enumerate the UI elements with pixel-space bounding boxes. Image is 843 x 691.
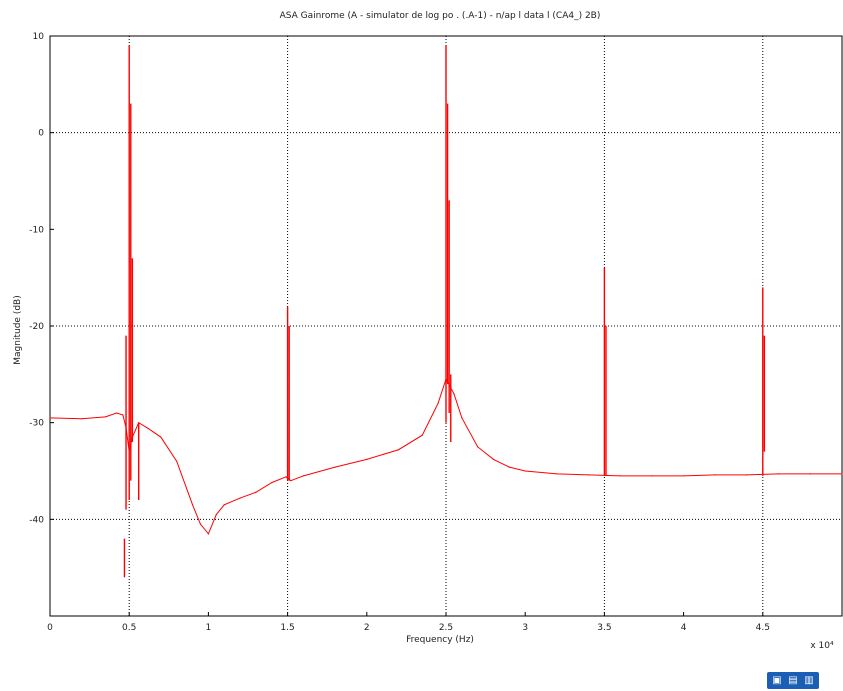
x-tick-label: 4 (681, 623, 687, 633)
series-point (176, 460, 178, 462)
spike-layer (123, 45, 766, 578)
series-point (199, 523, 202, 525)
series-point (207, 533, 209, 535)
series-layer (49, 377, 843, 535)
series-point (714, 474, 716, 476)
series-point (397, 449, 400, 451)
series-point (461, 417, 463, 419)
series-point (285, 476, 287, 478)
x-axis-title: Frequency (Hz) (406, 635, 474, 645)
zoom-icon[interactable]: ▣ (772, 675, 782, 686)
series-point (81, 418, 83, 420)
x-tick-label: 1.5 (280, 623, 294, 633)
series-point (122, 414, 124, 416)
series-point (746, 474, 748, 476)
y-axis: -40 -30 -20 -10 0 10 (29, 32, 54, 617)
chart-title: ASA Gainrome (A - simulator de log po . … (280, 11, 601, 21)
series-point (556, 473, 558, 475)
series-point (651, 475, 653, 477)
series-point (147, 427, 149, 430)
series-point (191, 504, 194, 506)
series-point (778, 473, 780, 475)
series-point (437, 402, 439, 404)
series-point (492, 458, 495, 460)
x-tick-label: 0 (47, 623, 53, 633)
series-point (477, 446, 479, 448)
series-point (302, 475, 305, 477)
x-tick-label: 2.5 (439, 623, 453, 633)
y-tick-label: -40 (29, 515, 44, 525)
series-point (508, 466, 510, 468)
x-tick-label: 1 (206, 623, 212, 633)
series-point (49, 417, 51, 419)
series-point (215, 513, 217, 516)
series-point (223, 504, 225, 506)
series-point (366, 458, 368, 460)
y-axis-title: Magnitude (dB) (13, 295, 23, 364)
series-point (841, 473, 843, 475)
x-tick-label: 3 (522, 623, 528, 633)
y-tick-label: -20 (29, 322, 44, 332)
series-point (239, 497, 241, 499)
series-point (334, 466, 336, 468)
save-icon[interactable]: ▥ (804, 675, 814, 686)
x-axis: 0 0.5 1 1.5 2 2.5 3 3.5 4 4.5 (47, 612, 770, 633)
series-point (255, 491, 257, 493)
y-tick-label: -30 (29, 419, 44, 429)
series-point (619, 475, 621, 477)
series-point (524, 470, 526, 472)
x-tick-label: 3.5 (597, 623, 611, 633)
x-tick-label: 0.5 (122, 623, 136, 633)
series-point (683, 475, 685, 477)
series-point (587, 474, 590, 476)
series-point (160, 436, 162, 438)
x-tick-label: 2 (364, 623, 370, 633)
x-tick-label: 4.5 (756, 623, 770, 633)
series-point (104, 416, 107, 418)
series-point (115, 412, 118, 414)
series-point (421, 434, 423, 436)
y-tick-label: 10 (33, 32, 45, 42)
series-point (290, 480, 292, 482)
series-point (271, 482, 273, 484)
figure-toolbar: ▣ ▤ ▥ (767, 672, 819, 689)
pan-icon[interactable]: ▤ (788, 675, 798, 686)
y-tick-label: -10 (29, 225, 44, 235)
y-tick-label: 0 (38, 129, 44, 139)
series-point (453, 393, 455, 395)
series-point (809, 473, 811, 475)
x-exponent-label: x 10⁴ (810, 641, 834, 651)
